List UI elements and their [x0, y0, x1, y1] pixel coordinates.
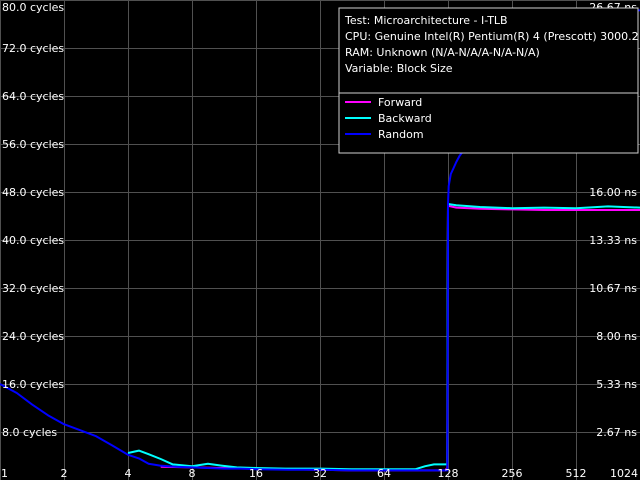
- y-tick-label-left: 40.0 cycles: [2, 234, 64, 247]
- legend-label-backward: Backward: [378, 112, 432, 125]
- y-tick-label-left: 56.0 cycles: [2, 138, 64, 151]
- x-tick-label: 128: [438, 467, 459, 480]
- x-tick-label: 1: [1, 467, 8, 480]
- info-cpu: CPU: Genuine Intel(R) Pentium(R) 4 (Pres…: [345, 30, 640, 43]
- legend-frame: [338, 92, 639, 154]
- x-tick-label: 8: [189, 467, 196, 480]
- x-tick-label: 4: [125, 467, 132, 480]
- y-tick-label-right: 8.00 ns: [596, 330, 637, 343]
- y-tick-label-left: 72.0 cycles: [2, 42, 64, 55]
- x-tick-label: 2: [61, 467, 68, 480]
- x-tick-label: 32: [313, 467, 327, 480]
- x-tick-labels: 1 2 4 8 16 32 64 128 256 512 1024: [1, 467, 638, 480]
- y-tick-label-right: 16.00 ns: [589, 186, 637, 199]
- y-tick-label-left: 16.0 cycles: [2, 378, 64, 391]
- y-tick-label-left: 32.0 cycles: [2, 282, 64, 295]
- y-tick-label-left: 8.0 cycles: [2, 426, 57, 439]
- y-tick-label-left: 80.0 cycles: [2, 1, 64, 14]
- info-box: Test: Microarchitecture - I-TLB CPU: Gen…: [338, 7, 640, 154]
- x-tick-label: 64: [377, 467, 391, 480]
- x-tick-label: 256: [502, 467, 523, 480]
- x-tick-label: 16: [249, 467, 263, 480]
- x-tick-label: 512: [566, 467, 587, 480]
- info-variable: Variable: Block Size: [345, 62, 453, 75]
- series-line-forward: [160, 204, 640, 472]
- legend: Forward Backward Random: [338, 92, 639, 154]
- legend-label-random: Random: [378, 128, 424, 141]
- info-test: Test: Microarchitecture - I-TLB: [344, 14, 508, 27]
- legend-label-forward: Forward: [378, 96, 422, 109]
- y-tick-label-left: 48.0 cycles: [2, 186, 64, 199]
- y-tick-label-left: 24.0 cycles: [2, 330, 64, 343]
- y-tick-label-right: 2.67 ns: [596, 426, 637, 439]
- y-tick-label-right: 10.67 ns: [589, 282, 637, 295]
- x-tick-label: 1024: [610, 467, 638, 480]
- info-ram: RAM: Unknown (N/A-N/A/A-N/A-N/A): [345, 46, 540, 59]
- y-tick-label-right: 13.33 ns: [589, 234, 637, 247]
- y-tick-label-right: 5.33 ns: [596, 378, 637, 391]
- y-tick-label-left: 64.0 cycles: [2, 90, 64, 103]
- series-line-backward: [127, 203, 640, 471]
